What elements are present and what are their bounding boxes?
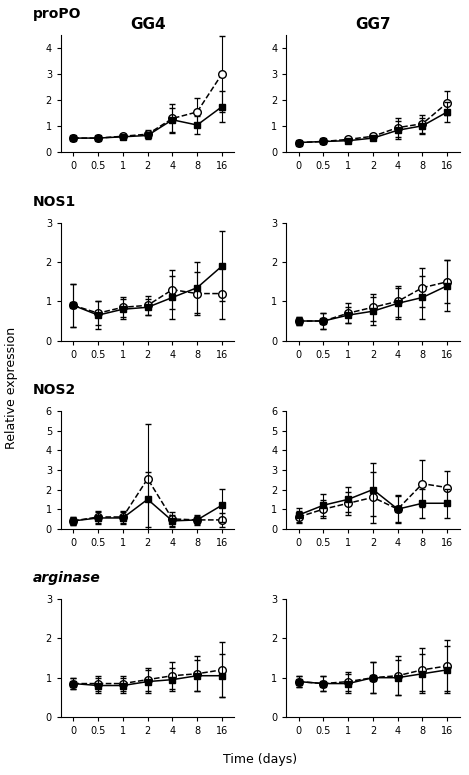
Text: proPO: proPO: [33, 7, 82, 21]
Text: Time (days): Time (days): [223, 753, 297, 766]
Title: GG4: GG4: [130, 17, 166, 33]
Text: arginase: arginase: [33, 571, 101, 585]
Text: NOS1: NOS1: [33, 195, 76, 209]
Text: Relative expression: Relative expression: [5, 326, 18, 449]
Title: GG7: GG7: [355, 17, 391, 33]
Text: NOS2: NOS2: [33, 383, 76, 397]
